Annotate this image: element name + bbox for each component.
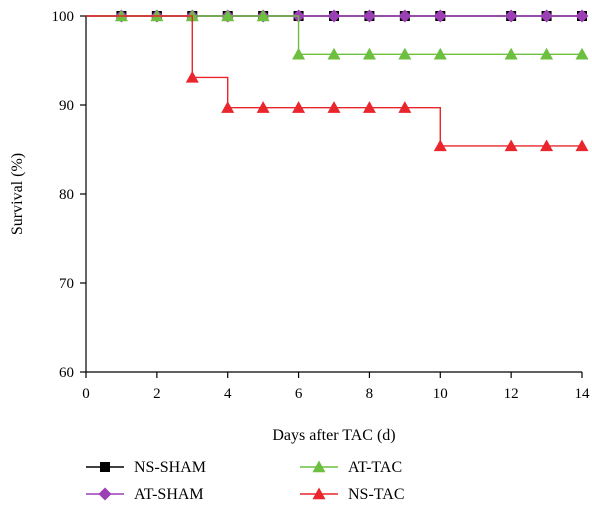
legend-label-at-sham: AT-SHAM — [134, 486, 204, 503]
data-point-ns-tac — [433, 139, 447, 152]
data-point-at-sham — [504, 9, 518, 23]
x-tick-label: 10 — [433, 386, 448, 402]
series-line-ns-tac — [86, 15, 582, 147]
data-point-ns-tac — [185, 70, 199, 83]
legend-label-ns-sham: NS-SHAM — [134, 459, 206, 476]
x-tick-label: 0 — [82, 386, 90, 402]
data-point-at-sham — [362, 9, 376, 23]
data-point-ns-tac — [575, 139, 589, 152]
legend-item-at-tac: AT-TAC — [300, 459, 402, 476]
data-point-ns-tac — [540, 139, 554, 152]
data-point-at-sham — [327, 9, 341, 23]
series-at-tac — [86, 9, 589, 60]
x-tick-label: 12 — [504, 386, 519, 402]
legend-label-ns-tac: NS-TAC — [348, 486, 405, 503]
data-point-ns-tac — [327, 101, 341, 113]
data-point-ns-tac — [398, 101, 412, 113]
data-point-at-tac — [362, 47, 376, 60]
data-point-at-tac — [221, 9, 235, 22]
data-point-at-tac — [433, 47, 447, 60]
data-point-at-sham — [575, 9, 589, 23]
y-tick-label: 90 — [59, 98, 74, 114]
data-point-ns-tac — [362, 101, 376, 113]
legend-marker-ns-tac — [312, 487, 326, 500]
data-point-at-sham — [433, 9, 447, 23]
data-point-ns-tac — [221, 101, 235, 113]
data-point-at-tac — [504, 47, 518, 60]
y-tick-label: 60 — [59, 365, 74, 381]
y-tick-label: 80 — [59, 187, 74, 203]
data-point-at-tac — [327, 47, 341, 60]
data-point-at-sham — [398, 9, 412, 23]
legend-marker-ns-sham — [100, 462, 110, 472]
x-tick-label: 4 — [224, 386, 232, 402]
data-point-at-tac — [540, 47, 554, 60]
y-tick-label: 100 — [52, 9, 75, 25]
legend-item-ns-sham: NS-SHAM — [86, 459, 206, 476]
x-axis-title: Days after TAC (d) — [272, 427, 395, 444]
data-point-at-tac — [256, 9, 270, 22]
series-layer — [86, 9, 589, 152]
series-ns-tac — [86, 15, 589, 152]
y-tick-label: 70 — [59, 276, 74, 292]
data-point-at-tac — [398, 47, 412, 60]
data-point-at-sham — [540, 9, 554, 23]
x-tick-label: 14 — [575, 386, 591, 402]
data-point-ns-tac — [504, 139, 518, 152]
legend-label-at-tac: AT-TAC — [348, 459, 402, 476]
data-point-ns-tac — [292, 101, 306, 113]
x-tick-label: 8 — [366, 386, 374, 402]
legend-marker-at-sham — [98, 487, 112, 501]
data-point-ns-tac — [256, 101, 270, 113]
legend-item-ns-tac: NS-TAC — [300, 486, 405, 503]
data-point-at-tac — [292, 47, 306, 60]
x-tick-label: 6 — [295, 386, 303, 402]
x-tick-label: 2 — [153, 386, 161, 402]
data-point-at-tac — [575, 47, 589, 60]
legend: NS-SHAM AT-SHAM AT-TAC NS-TAC — [86, 459, 405, 503]
axes: 60 70 80 90 100 0 2 4 6 8 10 12 14 — [52, 9, 591, 402]
legend-marker-at-tac — [312, 460, 326, 473]
y-axis-title: Survival (%) — [9, 153, 26, 235]
legend-item-at-sham: AT-SHAM — [86, 486, 204, 503]
